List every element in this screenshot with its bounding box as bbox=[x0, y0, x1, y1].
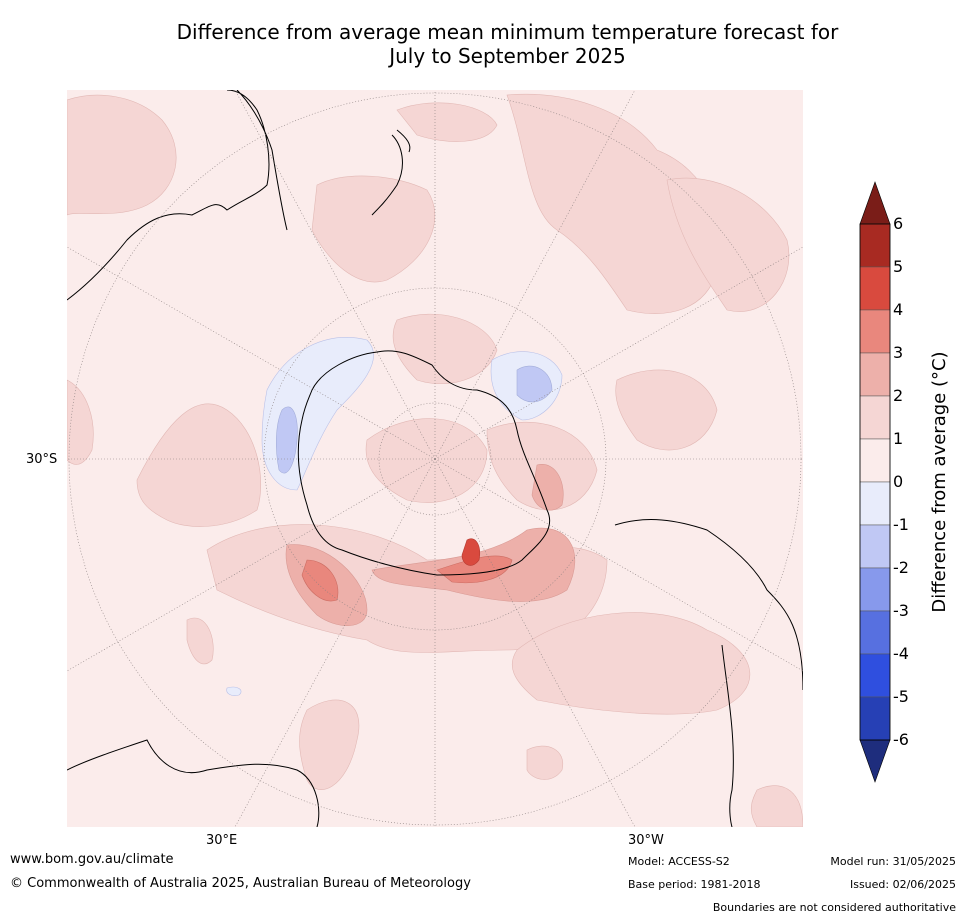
colorbar-band bbox=[859, 567, 891, 612]
colorbar-band bbox=[859, 696, 891, 741]
colorbar-top-arrow bbox=[859, 181, 891, 225]
africa-landmass bbox=[67, 739, 320, 827]
footer-model-run: Model run: 31/05/2025 bbox=[830, 855, 956, 868]
colorbar-tick-label: 5 bbox=[893, 257, 903, 276]
colorbar-band bbox=[859, 266, 891, 311]
colorbar-band bbox=[859, 309, 891, 354]
colorbar-label: Difference from average (°C) bbox=[929, 351, 950, 612]
colorbar-tick-label: 6 bbox=[893, 214, 903, 233]
anomaly-warm-4-5 bbox=[461, 538, 480, 566]
australia-landmass bbox=[67, 90, 288, 301]
colorbar-bottom-arrow bbox=[859, 739, 891, 783]
antarctica-landmass bbox=[297, 350, 551, 576]
footer-model: Model: ACCESS-S2 bbox=[628, 855, 730, 868]
footer-base-period: Base period: 1981-2018 bbox=[628, 878, 761, 891]
new-zealand-landmass bbox=[371, 129, 411, 216]
lon-label-30e: 30°E bbox=[206, 833, 238, 848]
colorbar-tick-label: -4 bbox=[893, 644, 909, 663]
anomaly-cool-1-2 bbox=[276, 365, 553, 474]
south-america-landmass bbox=[614, 519, 803, 827]
forecast-map bbox=[67, 90, 803, 827]
footer-issued: Issued: 02/06/2025 bbox=[849, 878, 956, 891]
colorbar-band bbox=[859, 352, 891, 397]
colorbar-tick-label: -2 bbox=[893, 558, 909, 577]
colorbar-band bbox=[859, 653, 891, 698]
colorbar-tick-label: 3 bbox=[893, 343, 903, 362]
anomaly-warm-3-4 bbox=[301, 555, 513, 602]
anomaly-warm-1-2 bbox=[67, 94, 803, 827]
title-line-1: Difference from average mean minimum tem… bbox=[176, 20, 839, 44]
colorbar-tick-label: -3 bbox=[893, 601, 909, 620]
footer-copyright: © Commonwealth of Australia 2025, Austra… bbox=[10, 876, 471, 891]
chart-title: Difference from average mean minimum tem… bbox=[60, 20, 955, 68]
colorbar-tick-label: 2 bbox=[893, 386, 903, 405]
colorbar: 6 5 4 3 2 1 0 -1 -2 -3 -4 -5 -6 Difference from avera… bbox=[859, 181, 950, 783]
colorbar-frame bbox=[859, 223, 891, 741]
footer-disclaimer: Boundaries are not considered authoritat… bbox=[712, 901, 956, 914]
lat-label-30s: 30°S bbox=[26, 452, 58, 467]
colorbar-band bbox=[859, 223, 891, 268]
colorbar-band bbox=[859, 610, 891, 655]
colorbar-tick-label: 0 bbox=[893, 472, 903, 491]
colorbar-tick-label: -1 bbox=[893, 515, 909, 534]
title-line-2: July to September 2025 bbox=[389, 44, 626, 68]
graticule bbox=[67, 90, 803, 827]
footer-url: www.bom.gov.au/climate bbox=[10, 852, 174, 867]
colorbar-tick-label: -5 bbox=[893, 687, 909, 706]
lon-label-30w: 30°W bbox=[628, 833, 664, 848]
colorbar-band bbox=[859, 481, 891, 526]
colorbar-band bbox=[859, 524, 891, 569]
colorbar-tick-label: 4 bbox=[893, 300, 903, 319]
colorbar-tick-label: -6 bbox=[893, 730, 909, 749]
colorbar-band bbox=[859, 395, 891, 440]
colorbar-tick-label: 1 bbox=[893, 429, 903, 448]
colorbar-band bbox=[859, 438, 891, 483]
